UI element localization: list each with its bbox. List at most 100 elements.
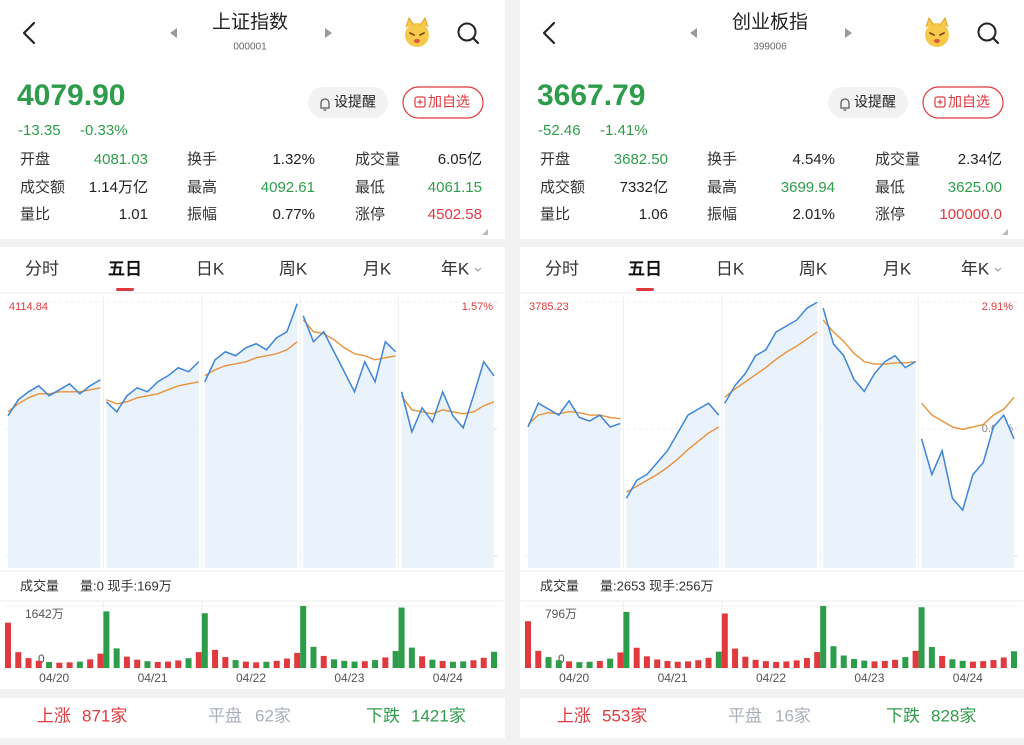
prev-arrow[interactable] xyxy=(690,28,697,38)
alert-button[interactable]: 设提醒 xyxy=(308,87,388,118)
search-button[interactable] xyxy=(977,22,1000,45)
watchlist-button[interactable]: 加自选 xyxy=(402,86,484,119)
price-line xyxy=(822,308,916,393)
mascot-icon[interactable] xyxy=(925,16,949,47)
chart-tab[interactable]: 日K xyxy=(196,259,225,278)
chart-tab[interactable]: 周K xyxy=(279,259,308,278)
breadth-value: 553家 xyxy=(602,706,647,725)
volume-bar xyxy=(439,661,446,668)
date-label: 04/21 xyxy=(658,671,688,685)
price-area xyxy=(106,361,199,568)
volume-bar xyxy=(793,660,800,668)
volume-bar xyxy=(351,661,358,668)
search-button[interactable] xyxy=(457,22,480,45)
volume-bar xyxy=(586,661,593,668)
mascot-icon[interactable] xyxy=(405,16,429,47)
alert-button-label: 设提醒 xyxy=(334,94,376,110)
back-button[interactable] xyxy=(542,21,556,45)
volume-bar xyxy=(300,606,307,668)
chart-tab[interactable]: 日K xyxy=(716,259,745,278)
stat-value: 2.01% xyxy=(792,206,835,223)
volume-bar xyxy=(664,660,671,668)
date-label: 04/20 xyxy=(39,671,69,685)
watchlist-button[interactable]: 加自选 xyxy=(922,86,1004,119)
volume-bar xyxy=(633,647,640,668)
plus-box xyxy=(934,96,946,108)
y2-tick-label: 2.91% xyxy=(982,301,1013,313)
bottom-band xyxy=(0,738,505,745)
watchlist-button-bg xyxy=(402,86,484,119)
stat-label: 最低 xyxy=(355,179,385,196)
stat-label: 振幅 xyxy=(187,206,217,223)
volume-bar xyxy=(294,652,301,668)
chart-tab[interactable]: 五日 xyxy=(628,259,662,278)
chart-tab[interactable]: 月K xyxy=(883,259,912,278)
volume-bar xyxy=(566,661,573,668)
prev-arrow[interactable] xyxy=(170,28,177,38)
stat-value: 1.32% xyxy=(272,151,315,168)
volume-tick-label: 1642万 xyxy=(25,607,64,621)
volume-bar xyxy=(695,660,702,668)
stat-label: 最高 xyxy=(187,179,217,196)
volume-bar xyxy=(871,661,878,668)
volume-bar xyxy=(341,660,348,668)
volume-bar xyxy=(918,607,925,668)
chart-tab[interactable]: 周K xyxy=(799,259,828,278)
volume-bar xyxy=(480,657,487,668)
chart-tab[interactable]: 年K xyxy=(961,259,990,278)
chart-tab[interactable]: 年K xyxy=(441,259,470,278)
next-arrow[interactable] xyxy=(325,28,332,38)
volume-bar xyxy=(705,657,712,668)
back-button[interactable] xyxy=(22,21,36,45)
volume-bar xyxy=(939,655,946,668)
price-line xyxy=(204,303,298,383)
chart-tab[interactable]: 分时 xyxy=(25,259,59,278)
date-label: 04/21 xyxy=(138,671,168,685)
volume-bar xyxy=(762,661,769,668)
bell-icon xyxy=(840,98,850,111)
breadth-label: 上涨 xyxy=(557,706,591,725)
mascot-eyes xyxy=(409,32,425,36)
price-line xyxy=(400,360,495,435)
change-pct: -1.41% xyxy=(600,122,648,139)
volume-bar xyxy=(97,653,104,668)
chart-tab[interactable]: 月K xyxy=(363,259,392,278)
bell-icon xyxy=(320,98,330,111)
volume-bar xyxy=(742,656,749,668)
volume-bar xyxy=(320,655,327,668)
date-label: 04/24 xyxy=(953,671,983,685)
volume-info: 量:0 现手:169万 xyxy=(80,578,172,593)
volume-bar xyxy=(253,662,260,668)
price-area xyxy=(204,303,298,568)
volume-bar xyxy=(545,657,552,668)
volume-bar xyxy=(990,660,997,668)
stat-value: 1.06 xyxy=(639,206,668,223)
volume-bar xyxy=(5,622,11,668)
alert-button[interactable]: 设提醒 xyxy=(828,87,908,118)
volume-bar xyxy=(715,651,722,668)
volume-bar xyxy=(535,650,542,668)
price-line xyxy=(302,315,397,394)
volume-tick-label: 0 xyxy=(38,652,45,666)
price-line xyxy=(724,301,818,404)
search-handle xyxy=(471,36,480,45)
volume-bar xyxy=(912,650,919,668)
chart-tab[interactable]: 分时 xyxy=(545,259,579,278)
mascot-face xyxy=(925,23,949,47)
volume-bar xyxy=(165,661,171,668)
bottom-band xyxy=(520,738,1024,745)
volume-bar xyxy=(460,661,467,668)
breadth-label: 平盘 xyxy=(728,706,762,725)
y-tick-label: 3785.23 xyxy=(529,301,569,313)
next-arrow[interactable] xyxy=(845,28,852,38)
chart-tab[interactable]: 五日 xyxy=(108,259,142,278)
y2-tick-label: 1.57% xyxy=(462,301,493,313)
volume-bar xyxy=(46,661,53,668)
volume-bar xyxy=(242,661,249,668)
panel-divider xyxy=(505,0,520,745)
stat-value: 7332亿 xyxy=(620,179,668,196)
volume-bar xyxy=(144,661,151,668)
volume-bar xyxy=(134,659,141,668)
volume-bar xyxy=(861,660,868,668)
stat-value: 1.14万亿 xyxy=(89,179,148,196)
